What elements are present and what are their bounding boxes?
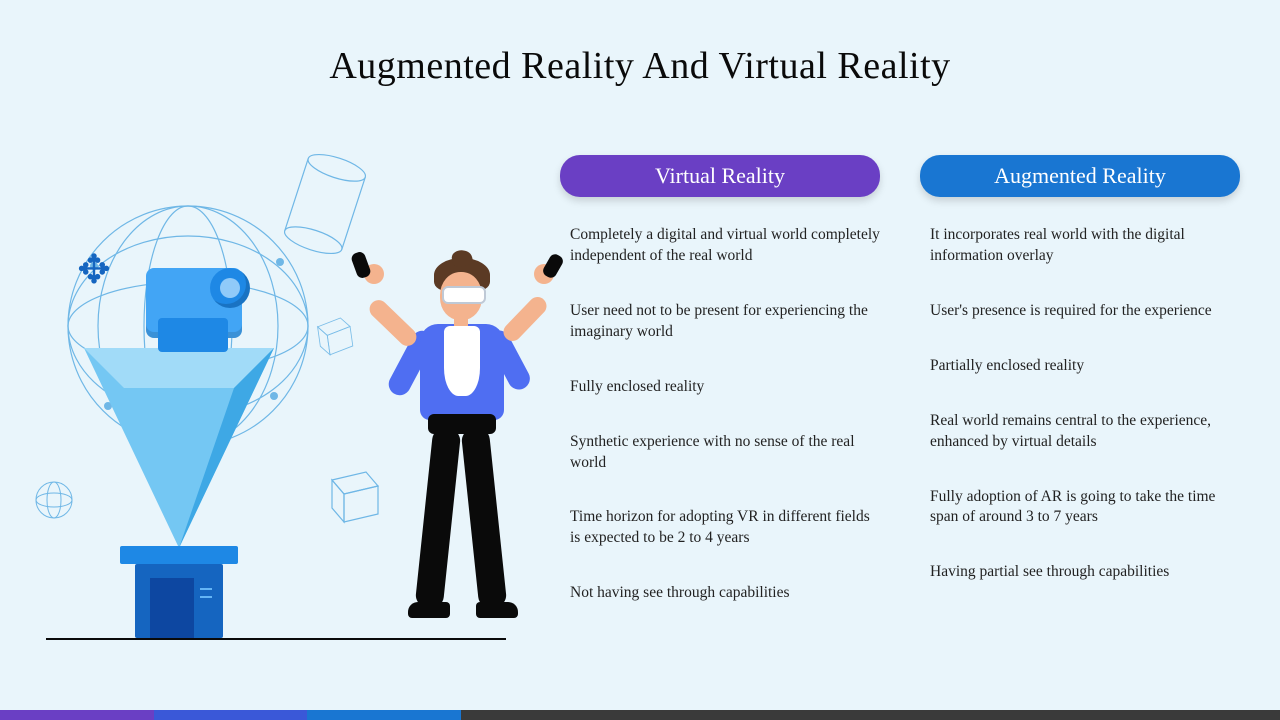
column-items-vr: Completely a digital and virtual world c… — [560, 225, 880, 604]
cylinder-wire-icon — [276, 146, 373, 263]
small-sphere-icon — [34, 480, 74, 520]
comparison-columns: Virtual Reality Completely a digital and… — [560, 155, 1240, 604]
slide: Augmented Reality And Virtual Reality — [0, 0, 1280, 720]
pedestal-vent — [200, 588, 212, 590]
list-item: Partially enclosed reality — [930, 356, 1240, 377]
pedestal-door — [150, 578, 194, 638]
column-header-vr: Virtual Reality — [560, 155, 880, 197]
list-item: It incorporates real world with the digi… — [930, 225, 1240, 267]
controller-icon — [350, 250, 372, 279]
footer-seg — [461, 710, 1280, 720]
list-item: Synthetic experience with no sense of th… — [570, 432, 880, 474]
vr-headset-icon — [442, 286, 486, 304]
vr-illustration: ✥ — [40, 150, 520, 660]
device-lens — [210, 268, 250, 308]
list-item: User's presence is required for the expe… — [930, 301, 1240, 322]
funnel-shape — [84, 348, 274, 548]
list-item: Fully adoption of AR is going to take th… — [930, 487, 1240, 529]
list-item: Not having see through capabilities — [570, 583, 880, 604]
device-block — [158, 318, 228, 352]
pedestal-vent — [200, 596, 212, 598]
list-item: User need not to be present for experien… — [570, 301, 880, 343]
list-item: Having partial see through capabilities — [930, 562, 1240, 583]
footer-seg — [154, 710, 308, 720]
column-vr: Virtual Reality Completely a digital and… — [560, 155, 880, 604]
list-item: Completely a digital and virtual world c… — [570, 225, 880, 267]
page-title: Augmented Reality And Virtual Reality — [0, 44, 1280, 88]
move-arrows-icon: ✥ — [70, 246, 118, 294]
column-items-ar: It incorporates real world with the digi… — [920, 225, 1240, 583]
pedestal-top — [120, 546, 238, 564]
footer-seg — [307, 710, 461, 720]
column-ar: Augmented Reality It incorporates real w… — [920, 155, 1240, 604]
cube-wire-icon — [307, 307, 362, 362]
footer-seg — [0, 710, 154, 720]
list-item: Fully enclosed reality — [570, 377, 880, 398]
column-header-ar: Augmented Reality — [920, 155, 1240, 197]
person-figure — [360, 258, 540, 658]
list-item: Real world remains central to the experi… — [930, 411, 1240, 453]
footer-bar — [0, 710, 1280, 720]
list-item: Time horizon for adopting VR in differen… — [570, 507, 880, 549]
